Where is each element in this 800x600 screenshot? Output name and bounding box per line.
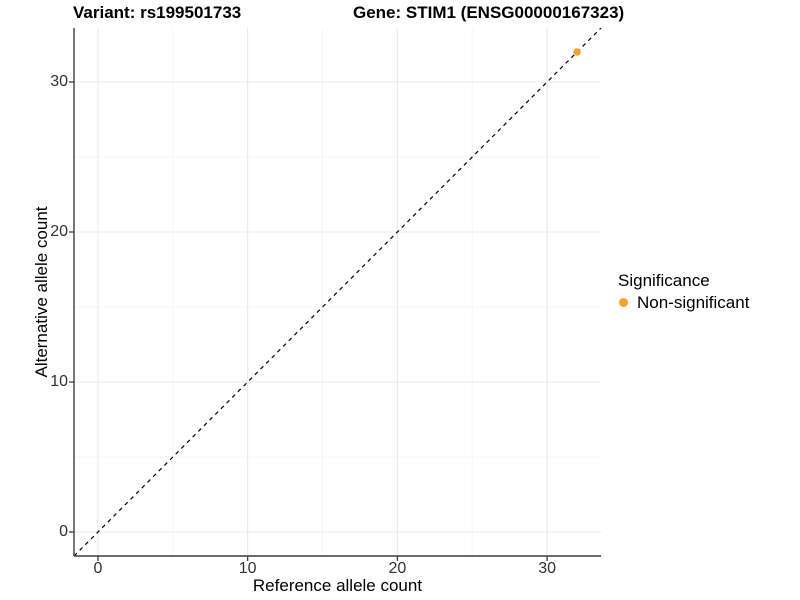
x-tick-label: 0 [93,560,103,577]
legend-item-non-significant: Non-significant [612,293,749,312]
y-tick-label: 10 [50,373,68,390]
identity-reference-line [73,27,602,557]
x-axis-title: Reference allele count [252,576,423,595]
data-point [573,48,581,56]
plot-title-gene: Gene: STIM1 (ENSG00000167323) [353,3,625,22]
y-tick-label: 0 [59,523,68,540]
point-swatch-icon [618,298,628,307]
y-tick-label: 30 [50,73,68,90]
legend-item-label: Non-significant [637,292,750,312]
x-tick-label: 10 [238,560,257,577]
x-tick-label: 20 [388,560,407,577]
legend: Significance Non-significant [612,271,749,312]
y-tick-label: 20 [50,223,68,240]
x-tick-label: 30 [538,560,556,577]
legend-title: Significance [618,271,710,290]
legend-key [612,298,634,307]
plot-title-variant: Variant: rs199501733 [73,3,242,22]
